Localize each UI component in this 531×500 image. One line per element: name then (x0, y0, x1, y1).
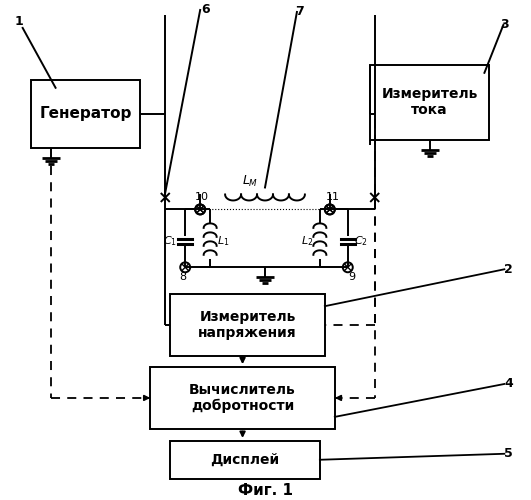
Text: 5: 5 (504, 448, 513, 460)
Text: $L_M$: $L_M$ (242, 174, 258, 189)
Text: 2: 2 (504, 263, 513, 276)
Bar (31, 80, 140, 148)
Text: 9: 9 (348, 272, 355, 282)
Text: 7: 7 (296, 6, 304, 18)
Text: Измеритель
напряжения: Измеритель напряжения (198, 310, 297, 340)
Text: Дисплей: Дисплей (210, 453, 280, 467)
Text: 11: 11 (326, 192, 340, 202)
Text: Фиг. 1: Фиг. 1 (237, 483, 293, 498)
Text: 8: 8 (179, 272, 187, 282)
Bar (370, 65, 490, 140)
Text: 10: 10 (195, 192, 209, 202)
Text: Измеритель
тока: Измеритель тока (381, 87, 478, 118)
Text: 3: 3 (500, 18, 509, 32)
Text: $L_1$: $L_1$ (217, 234, 229, 248)
Text: $C_2$: $C_2$ (354, 234, 367, 248)
Bar (170, 294, 325, 356)
Text: 4: 4 (504, 378, 513, 390)
Text: $L_2$: $L_2$ (301, 234, 313, 248)
Text: $C_1$: $C_1$ (163, 234, 177, 248)
Text: 6: 6 (201, 4, 209, 16)
Bar (150, 367, 335, 429)
Text: Генератор: Генератор (39, 106, 132, 121)
Bar (170, 441, 320, 478)
Text: 1: 1 (14, 16, 23, 28)
Text: Вычислитель
добротности: Вычислитель добротности (189, 382, 296, 413)
